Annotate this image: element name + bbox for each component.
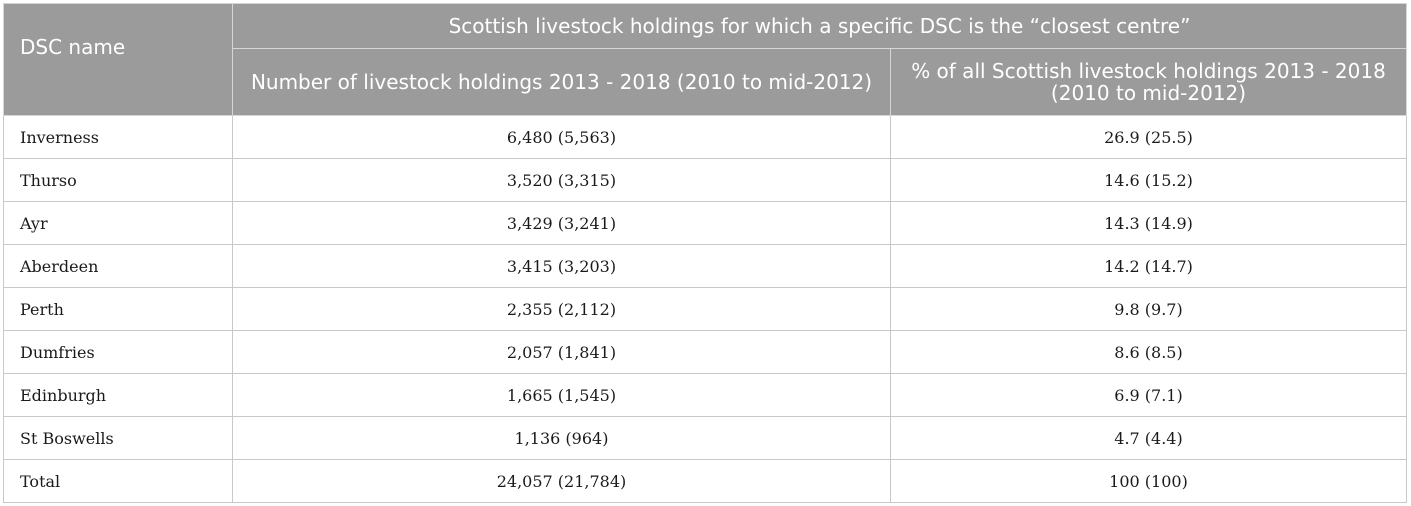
dsc-name-cell: Dumfries [3, 330, 233, 374]
holdings-percent-cell: 14.2 (14.7) [889, 244, 1408, 288]
dsc-name-cell: Thurso [3, 158, 233, 202]
holdings-percent-cell: 14.3 (14.9) [889, 201, 1408, 245]
total-label-cell: Total [3, 459, 233, 503]
holdings-count-cell: 1,665 (1,545) [232, 373, 891, 417]
holdings-count-cell: 6,480 (5,563) [232, 115, 891, 159]
dsc-name-cell: Aberdeen [3, 244, 233, 288]
holdings-percent-cell: 9.8 (9.7) [889, 287, 1408, 331]
holdings-count-header: Number of livestock holdings 2013 - 2018… [232, 48, 891, 116]
table-row: Aberdeen 3,415 (3,203) 14.2 (14.7) [3, 244, 1408, 288]
holdings-count-cell: 1,136 (964) [232, 416, 891, 460]
table-row-total: Total 24,057 (21,784) 100 (100) [3, 459, 1408, 503]
livestock-holdings-table: DSC name Scottish livestock holdings for… [3, 3, 1408, 503]
table-row: Perth 2,355 (2,112) 9.8 (9.7) [3, 287, 1408, 331]
holdings-percent-cell: 6.9 (7.1) [889, 373, 1408, 417]
total-holdings-percent-cell: 100 (100) [889, 459, 1408, 503]
table-row: Inverness 6,480 (5,563) 26.9 (25.5) [3, 115, 1408, 159]
holdings-count-cell: 3,415 (3,203) [232, 244, 891, 288]
dsc-name-header: DSC name [3, 3, 233, 116]
holdings-percent-cell: 26.9 (25.5) [889, 115, 1408, 159]
table-header: DSC name Scottish livestock holdings for… [3, 3, 1408, 116]
dsc-name-cell: Inverness [3, 115, 233, 159]
holdings-percent-header: % of all Scottish livestock holdings 201… [889, 48, 1408, 116]
table-row: Ayr 3,429 (3,241) 14.3 (14.9) [3, 201, 1408, 245]
table-row: Edinburgh 1,665 (1,545) 6.9 (7.1) [3, 373, 1408, 417]
table-row: Dumfries 2,057 (1,841) 8.6 (8.5) [3, 330, 1408, 374]
dsc-name-cell: Perth [3, 287, 233, 331]
table-row: Thurso 3,520 (3,315) 14.6 (15.2) [3, 158, 1408, 202]
holdings-count-cell: 2,057 (1,841) [232, 330, 891, 374]
holdings-percent-cell: 4.7 (4.4) [889, 416, 1408, 460]
closest-centre-group-header: Scottish livestock holdings for which a … [231, 3, 1408, 49]
holdings-count-cell: 3,429 (3,241) [232, 201, 891, 245]
total-holdings-count-cell: 24,057 (21,784) [232, 459, 891, 503]
holdings-percent-cell: 8.6 (8.5) [889, 330, 1408, 374]
table-row: St Boswells 1,136 (964) 4.7 (4.4) [3, 416, 1408, 460]
holdings-count-cell: 3,520 (3,315) [232, 158, 891, 202]
holdings-count-cell: 2,355 (2,112) [232, 287, 891, 331]
holdings-percent-cell: 14.6 (15.2) [889, 158, 1408, 202]
dsc-name-cell: Ayr [3, 201, 233, 245]
dsc-name-cell: Edinburgh [3, 373, 233, 417]
dsc-name-cell: St Boswells [3, 416, 233, 460]
table-body: Inverness 6,480 (5,563) 26.9 (25.5) Thur… [3, 115, 1408, 503]
